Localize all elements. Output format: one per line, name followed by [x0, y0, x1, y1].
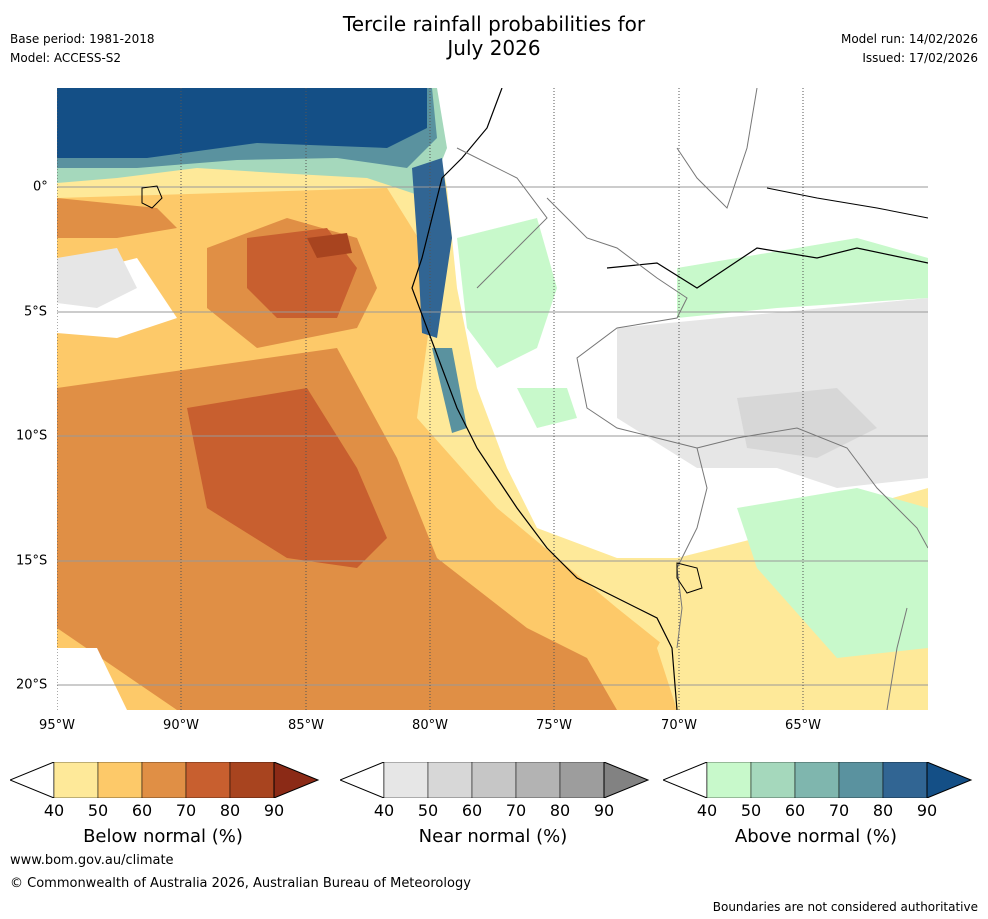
x-tick-95w: 95°W: [39, 718, 75, 733]
colorbar-above-swatch: [706, 761, 752, 799]
cbar-below-label: Below normal (%): [83, 826, 243, 847]
above-normal-coastal-strip: [412, 158, 452, 338]
cbar-near-tick: 50: [417, 801, 439, 820]
model-name: Model: ACCESS-S2: [10, 51, 122, 65]
colorbar-below-normal: [8, 761, 320, 802]
border-colombia: [676, 88, 758, 209]
amazon-river: [606, 247, 928, 289]
cbar-above-tick: 40: [696, 801, 718, 820]
above-normal-40-c: [737, 488, 928, 658]
galapagos-islands: [141, 185, 163, 209]
coastline: [411, 88, 678, 710]
website-link[interactable]: www.bom.gov.au/climate: [10, 853, 174, 868]
colorbar-near-normal-swatches: [338, 761, 650, 799]
colorbar-near-swatch: [515, 761, 561, 799]
colorbar-below-swatch: [185, 761, 231, 799]
cbar-below-tick: 50: [87, 801, 109, 820]
colorbar-near-upper-extend: [603, 761, 650, 799]
below-normal-60-north: [57, 198, 177, 238]
cbar-near-tick: 40: [373, 801, 395, 820]
above-normal-40-a: [457, 218, 557, 368]
colorbar-above-normal: [661, 761, 973, 802]
cbar-above-tick: 80: [872, 801, 894, 820]
model-run: Model run: 14/02/2026: [840, 32, 978, 46]
cbar-above-tick: 90: [916, 801, 938, 820]
colorbar-near-swatch: [427, 761, 473, 799]
border-bolivia-brazil: [696, 427, 928, 549]
map-title: Tercile rainfall probabilities for July …: [0, 12, 988, 60]
colorbar-near-swatch: [383, 761, 429, 799]
cbar-above-label: Above normal (%): [734, 826, 898, 847]
colorbar-below-lower-extend: [8, 761, 55, 799]
cbar-below-tick: 60: [131, 801, 153, 820]
border-peru-bolivia: [676, 447, 708, 649]
cbar-below-tick: 70: [175, 801, 197, 820]
y-tick-20s: 20°S: [16, 677, 48, 693]
colorbar-near-swatch: [471, 761, 517, 799]
cbar-above-tick: 60: [784, 801, 806, 820]
cbar-above-tick: 50: [740, 801, 762, 820]
northern-river: [766, 187, 928, 219]
colorbar-near-normal: [338, 761, 650, 802]
cbar-near-tick: 80: [549, 801, 571, 820]
lake-titicaca: [676, 562, 703, 594]
cbar-near-label: Near normal (%): [418, 826, 568, 847]
cbar-below-tick: 40: [43, 801, 65, 820]
graticule: [57, 186, 928, 686]
y-tick-15s: 15°S: [16, 553, 48, 569]
below-normal-70-south: [187, 388, 387, 568]
cbar-above-tick: 70: [828, 801, 850, 820]
x-tick-75w: 75°W: [536, 718, 572, 733]
above-normal-40-d: [517, 388, 577, 428]
near-normal-west: [57, 248, 137, 308]
cbar-below-tick: 80: [219, 801, 241, 820]
country-borders: [456, 88, 928, 710]
y-tick-10s: 10°S: [16, 428, 48, 444]
disclaimer-text: Boundaries are not considered authoritat…: [712, 900, 978, 914]
below-normal-80-spot: [307, 233, 352, 258]
y-tick-0: 0°: [33, 179, 48, 195]
colorbar-above-normal-swatches: [661, 761, 973, 799]
above-normal-90-north: [57, 88, 427, 158]
cbar-near-tick: 90: [593, 801, 615, 820]
colorbar-near-swatch: [559, 761, 605, 799]
cbar-near-tick: 60: [461, 801, 483, 820]
issued-date: Issued: 17/02/2026: [862, 51, 978, 65]
title-line-1: Tercile rainfall probabilities for: [342, 12, 646, 36]
x-tick-80w: 80°W: [412, 718, 448, 733]
x-tick-90w: 90°W: [163, 718, 199, 733]
title-line-2: July 2026: [447, 36, 541, 60]
base-period: Base period: 1981-2018: [10, 32, 155, 46]
colorbar-below-swatch: [53, 761, 99, 799]
no-signal-southwest: [57, 648, 127, 710]
colorbar-below-swatch: [141, 761, 187, 799]
x-tick-65w: 65°W: [785, 718, 821, 733]
probability-map: [57, 88, 928, 710]
colorbar-above-swatch: [794, 761, 840, 799]
colorbar-above-upper-extend: [926, 761, 973, 799]
border-paraguay: [886, 607, 908, 710]
colorbar-near-lower-extend: [338, 761, 385, 799]
colorbar-below-swatch: [97, 761, 143, 799]
colorbar-below-upper-extend: [273, 761, 320, 799]
cbar-near-tick: 70: [505, 801, 527, 820]
x-tick-70w: 70°W: [661, 718, 697, 733]
border-ecuador-peru: [456, 147, 548, 289]
copyright-text: © Commonwealth of Australia 2026, Austra…: [10, 876, 471, 891]
colorbar-above-swatch: [882, 761, 928, 799]
colorbar-below-normal-swatches: [8, 761, 320, 799]
colorbar-above-lower-extend: [661, 761, 708, 799]
near-normal-50-region: [737, 388, 877, 458]
border-peru-brazil: [546, 197, 698, 449]
colorbar-above-swatch: [750, 761, 796, 799]
y-tick-5s: 5°S: [24, 304, 48, 320]
x-tick-85w: 85°W: [288, 718, 324, 733]
map-canvas: [57, 88, 928, 710]
colorbar-above-swatch: [838, 761, 884, 799]
cbar-below-tick: 90: [263, 801, 285, 820]
colorbar-below-swatch: [229, 761, 275, 799]
